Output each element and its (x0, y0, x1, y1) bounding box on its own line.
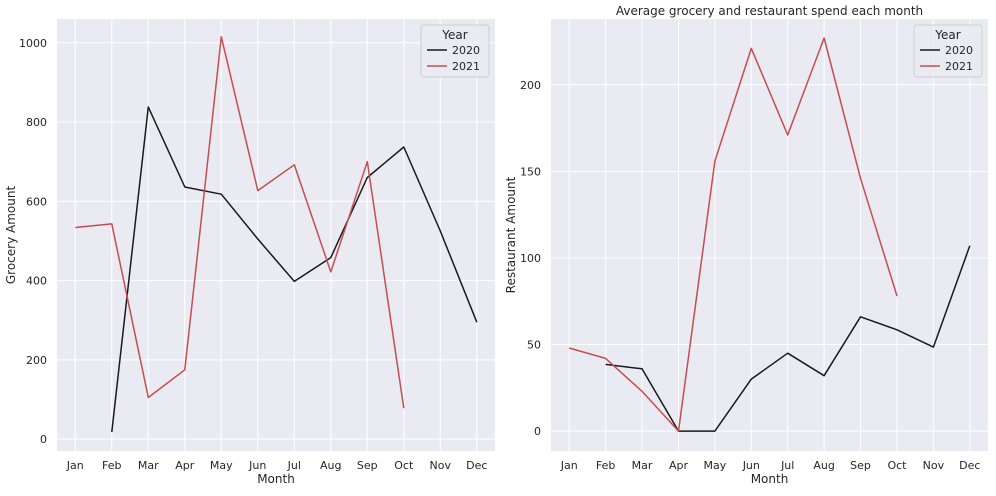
y-tick-label: 400 (26, 275, 47, 288)
legend-box (913, 24, 983, 78)
series-line-2020 (605, 245, 971, 432)
legend: Year 2020 2021 (420, 24, 490, 78)
x-tick-label: Oct (394, 459, 414, 472)
x-tick-label: Feb (596, 459, 615, 472)
x-tick-label: Jul (287, 459, 301, 472)
legend-entry: 2020 (452, 44, 480, 57)
legend-entry: 2020 (945, 44, 973, 57)
x-tick-label: Mar (138, 459, 159, 472)
x-tick-label: May (210, 459, 233, 472)
x-tick-label: Mar (632, 459, 653, 472)
x-tick-label: Dec (466, 459, 487, 472)
x-tick-label: Jan (66, 459, 84, 472)
x-tick-label: Jul (780, 459, 794, 472)
x-tick-label: Nov (923, 459, 945, 472)
y-tick-label: 100 (520, 252, 541, 265)
x-tick-label: Aug (320, 459, 341, 472)
y-tick-label: 0 (534, 425, 541, 438)
y-tick-label: 1000 (19, 37, 47, 50)
plot-area (57, 19, 495, 451)
x-tick-label: Jun (248, 459, 266, 472)
series-line-2021 (75, 36, 405, 409)
y-tick-label: 200 (26, 354, 47, 367)
y-tick-label: 0 (40, 433, 47, 446)
legend-title: Year (934, 28, 960, 42)
y-tick-label: 800 (26, 116, 47, 129)
x-tick-label: Oct (887, 459, 907, 472)
series-line-2021 (568, 37, 898, 432)
y-tick-label: 150 (520, 165, 541, 178)
legend-box (420, 24, 490, 78)
chart-title: Average grocery and restaurant spend eac… (616, 4, 923, 18)
legend-entry: 2021 (945, 60, 973, 73)
x-axis-label: Month (751, 472, 789, 486)
y-tick-label: 600 (26, 195, 47, 208)
x-tick-label: Sep (850, 459, 871, 472)
x-tick-label: Nov (430, 459, 452, 472)
chart-panel-1: 0 200 400 600 800 1000 Jan Feb Mar Apr May Jun Jul Au… (4, 19, 495, 486)
y-axis-label: Grocery Amount (4, 186, 18, 285)
plot-area (551, 19, 988, 451)
x-tick-label: Sep (357, 459, 378, 472)
y-tick-label: 200 (520, 79, 541, 92)
x-tick-label: Dec (959, 459, 980, 472)
series-line-2020 (111, 106, 478, 433)
legend: Year 2020 2021 (913, 24, 983, 78)
legend-entry: 2021 (452, 60, 480, 73)
x-tick-label: May (704, 459, 727, 472)
chart-panel-2: 0 50 100 150 200 Jan Feb Mar Apr May Jun Jul Aug Sep O… (504, 4, 988, 486)
y-axis-label: Restaurant Amount (504, 176, 518, 293)
x-tick-label: Jun (742, 459, 760, 472)
x-tick-label: Aug (813, 459, 834, 472)
x-axis-label: Month (257, 472, 295, 486)
x-tick-label: Feb (102, 459, 121, 472)
x-tick-label: Apr (669, 459, 689, 472)
legend-title: Year (441, 28, 467, 42)
x-tick-label: Apr (175, 459, 195, 472)
y-tick-label: 50 (527, 339, 541, 352)
x-tick-label: Jan (560, 459, 578, 472)
